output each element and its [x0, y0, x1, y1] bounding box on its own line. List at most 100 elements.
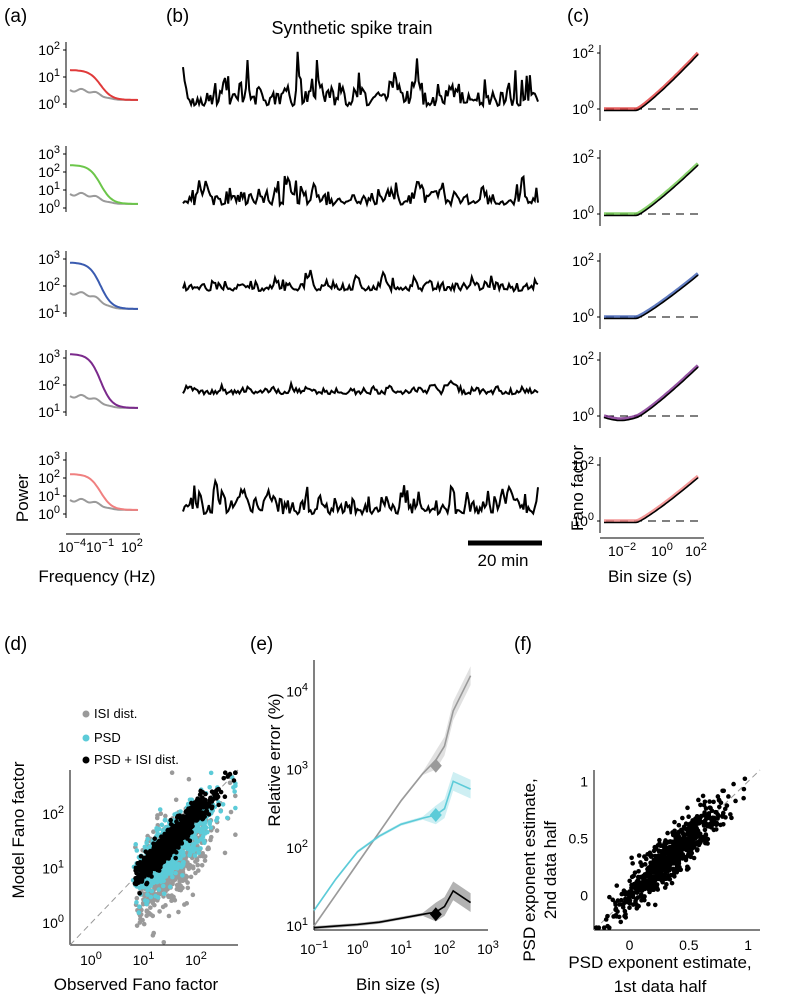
panel-d-point-1: [178, 887, 184, 893]
panel-f-ylabel-line2: 2nd data half: [541, 821, 560, 920]
panel-a-ytick-label: 101: [38, 402, 60, 420]
panel-f-point: [706, 811, 712, 816]
panel-f-point: [634, 902, 639, 908]
panel-d-point-2: [134, 900, 139, 905]
panel-d-point-3: [193, 812, 199, 818]
panel-d-point-1: [233, 832, 238, 837]
panel-e-curve-1: [313, 675, 472, 927]
panel-f-point: [698, 802, 703, 808]
panel-f-point: [692, 844, 697, 849]
panel-f-point: [708, 805, 713, 811]
panel-f-point: [697, 833, 703, 838]
panel-f-point: [613, 912, 619, 918]
panel-f-point: [662, 854, 667, 859]
panel-f-ylabel-line1: PSD exponent estimate,: [520, 778, 539, 961]
panel-e-ylabel: Relative error (%): [265, 693, 284, 826]
panel-d-point-1: [171, 878, 176, 883]
panel-d-point-2: [187, 852, 192, 858]
panel-e-ytick-label: 101: [286, 916, 308, 934]
panel-f-point: [653, 854, 659, 859]
panel-f-point: [673, 841, 679, 846]
panel-f-point: [606, 925, 612, 931]
panel-d-point-3: [189, 817, 195, 822]
panel-d-point-2: [203, 825, 209, 830]
panel-d-xtick-label: 102: [185, 950, 207, 968]
panel-a-psd-curve: [69, 69, 139, 101]
panel-b-title: Synthetic spike train: [271, 18, 432, 38]
panel-c-ytick-label: 100: [572, 307, 594, 325]
panel-label-c: (c): [567, 6, 589, 27]
panel-f-point: [619, 891, 625, 897]
panel-f-point: [603, 917, 609, 922]
panel-f-point: [634, 906, 640, 911]
panel-c-ytick-label: 102: [572, 455, 594, 473]
panel-f-point: [686, 850, 692, 856]
panel-d-point-1: [202, 854, 208, 859]
panel-f-point: [629, 885, 634, 891]
panel-f-point: [632, 885, 638, 891]
panel-f-point: [677, 844, 683, 850]
panel-a-ylabel: Power: [13, 474, 32, 523]
panel-d-point-1: [148, 905, 153, 910]
panel-f-point: [636, 886, 642, 892]
panel-d-point-3: [184, 826, 189, 832]
panel-d-point-1: [163, 813, 168, 819]
panel-d-point-1: [154, 815, 160, 821]
panel-d-point-1: [228, 809, 234, 815]
panel-e-xtick-label: 101: [390, 939, 412, 957]
panel-f-point: [654, 864, 660, 869]
panel-c-data-curve: [604, 477, 699, 524]
panel-c-ytick-label: 102: [572, 43, 594, 61]
panel-f-point: [652, 902, 658, 908]
panel-d-point-3: [200, 812, 205, 818]
panel-label-a: (a): [4, 6, 27, 27]
panel-f-point: [685, 805, 690, 811]
panel-c-ytick-label: 100: [572, 511, 594, 529]
panel-c-xtick-label: 10−2: [608, 541, 636, 559]
panel-d-point-1: [173, 797, 179, 803]
panel-f-point: [618, 919, 624, 925]
panel-f-point: [640, 862, 645, 868]
panel-d-point-2: [172, 865, 177, 871]
panel-a-subplot-4: 103 102 101: [38, 348, 138, 420]
panel-f-point: [648, 884, 653, 889]
panel-d-point-1: [151, 930, 157, 936]
panel-d-point-3: [173, 855, 178, 861]
panel-d-point-1: [227, 780, 233, 786]
panel-f-point: [623, 915, 629, 920]
panel-f-point: [617, 902, 623, 907]
panel-d-point-1: [157, 891, 163, 897]
panel-d-point-1: [183, 877, 188, 883]
panel-f-point: [713, 809, 718, 815]
panel-f-xlabel-line2: 1st data half: [614, 977, 707, 996]
panel-d-point-1: [134, 895, 140, 901]
panel-d-point-1: [138, 916, 143, 922]
panel-d-point-3: [138, 853, 144, 859]
panel-d-point-1: [195, 843, 200, 849]
panel-f-point: [662, 842, 668, 847]
panel-f-point: [654, 868, 660, 874]
panel-f-point: [711, 799, 716, 805]
panel-d-point-3: [146, 865, 152, 871]
panel-f-point: [650, 879, 655, 884]
panel-d-point-3: [172, 836, 178, 842]
panel-f-point: [670, 866, 676, 872]
panel-f-point: [694, 827, 700, 832]
panel-d-point-3: [142, 855, 147, 861]
panel-d-point-1: [150, 900, 155, 906]
panel-c-ytick-label: 102: [572, 350, 594, 368]
panel-f-point: [715, 794, 721, 799]
panel-f-point: [705, 836, 711, 842]
panel-e-curve-2: [313, 780, 471, 911]
panel-a-ytick-label: 100: [38, 198, 60, 216]
panel-a-ytick-label: 101: [38, 180, 60, 198]
panel-d-point-2: [207, 784, 212, 790]
panel-d-point-3: [198, 788, 203, 794]
panel-f-point: [731, 781, 736, 787]
panel-a-ytick-label: 102: [38, 468, 60, 486]
panel-f-point: [702, 827, 708, 833]
panel-d-point-1: [188, 863, 194, 869]
panel-d-point-3: [168, 830, 174, 836]
panel-f-ytick-label: 1: [580, 773, 588, 789]
panel-f-point: [651, 848, 657, 854]
